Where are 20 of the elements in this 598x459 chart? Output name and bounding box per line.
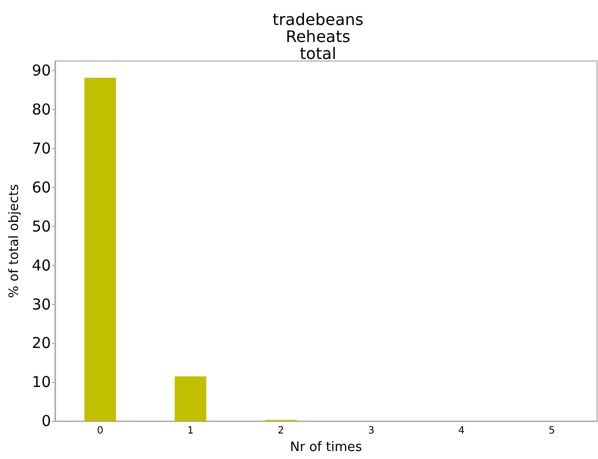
y-tick-label: 30 [32, 295, 51, 314]
y-tick-label: 70 [32, 140, 51, 158]
x-axis-title: Nr of times [290, 440, 362, 455]
x-tick-label: 0 [96, 426, 104, 437]
y-tick-label: 90 [32, 62, 51, 80]
chart-title: tradebeans Reheats total [272, 10, 364, 63]
bar [84, 78, 116, 422]
y-tick-label: 60 [32, 178, 51, 197]
x-tick-label: 2 [278, 426, 284, 437]
x-tick-label: 4 [458, 426, 465, 437]
x-tick-label: 1 [187, 426, 194, 437]
y-tick-label: 80 [32, 100, 51, 119]
y-tick-label: 10 [32, 373, 51, 392]
y-tick-label: 20 [32, 334, 51, 352]
x-tick-label: 3 [368, 426, 374, 437]
y-tick-label: 40 [32, 256, 51, 274]
x-tick-label: 5 [548, 426, 556, 437]
y-tick-label: 50 [32, 217, 51, 236]
bar [174, 376, 206, 422]
y-axis-title: % of total objects [7, 184, 22, 298]
